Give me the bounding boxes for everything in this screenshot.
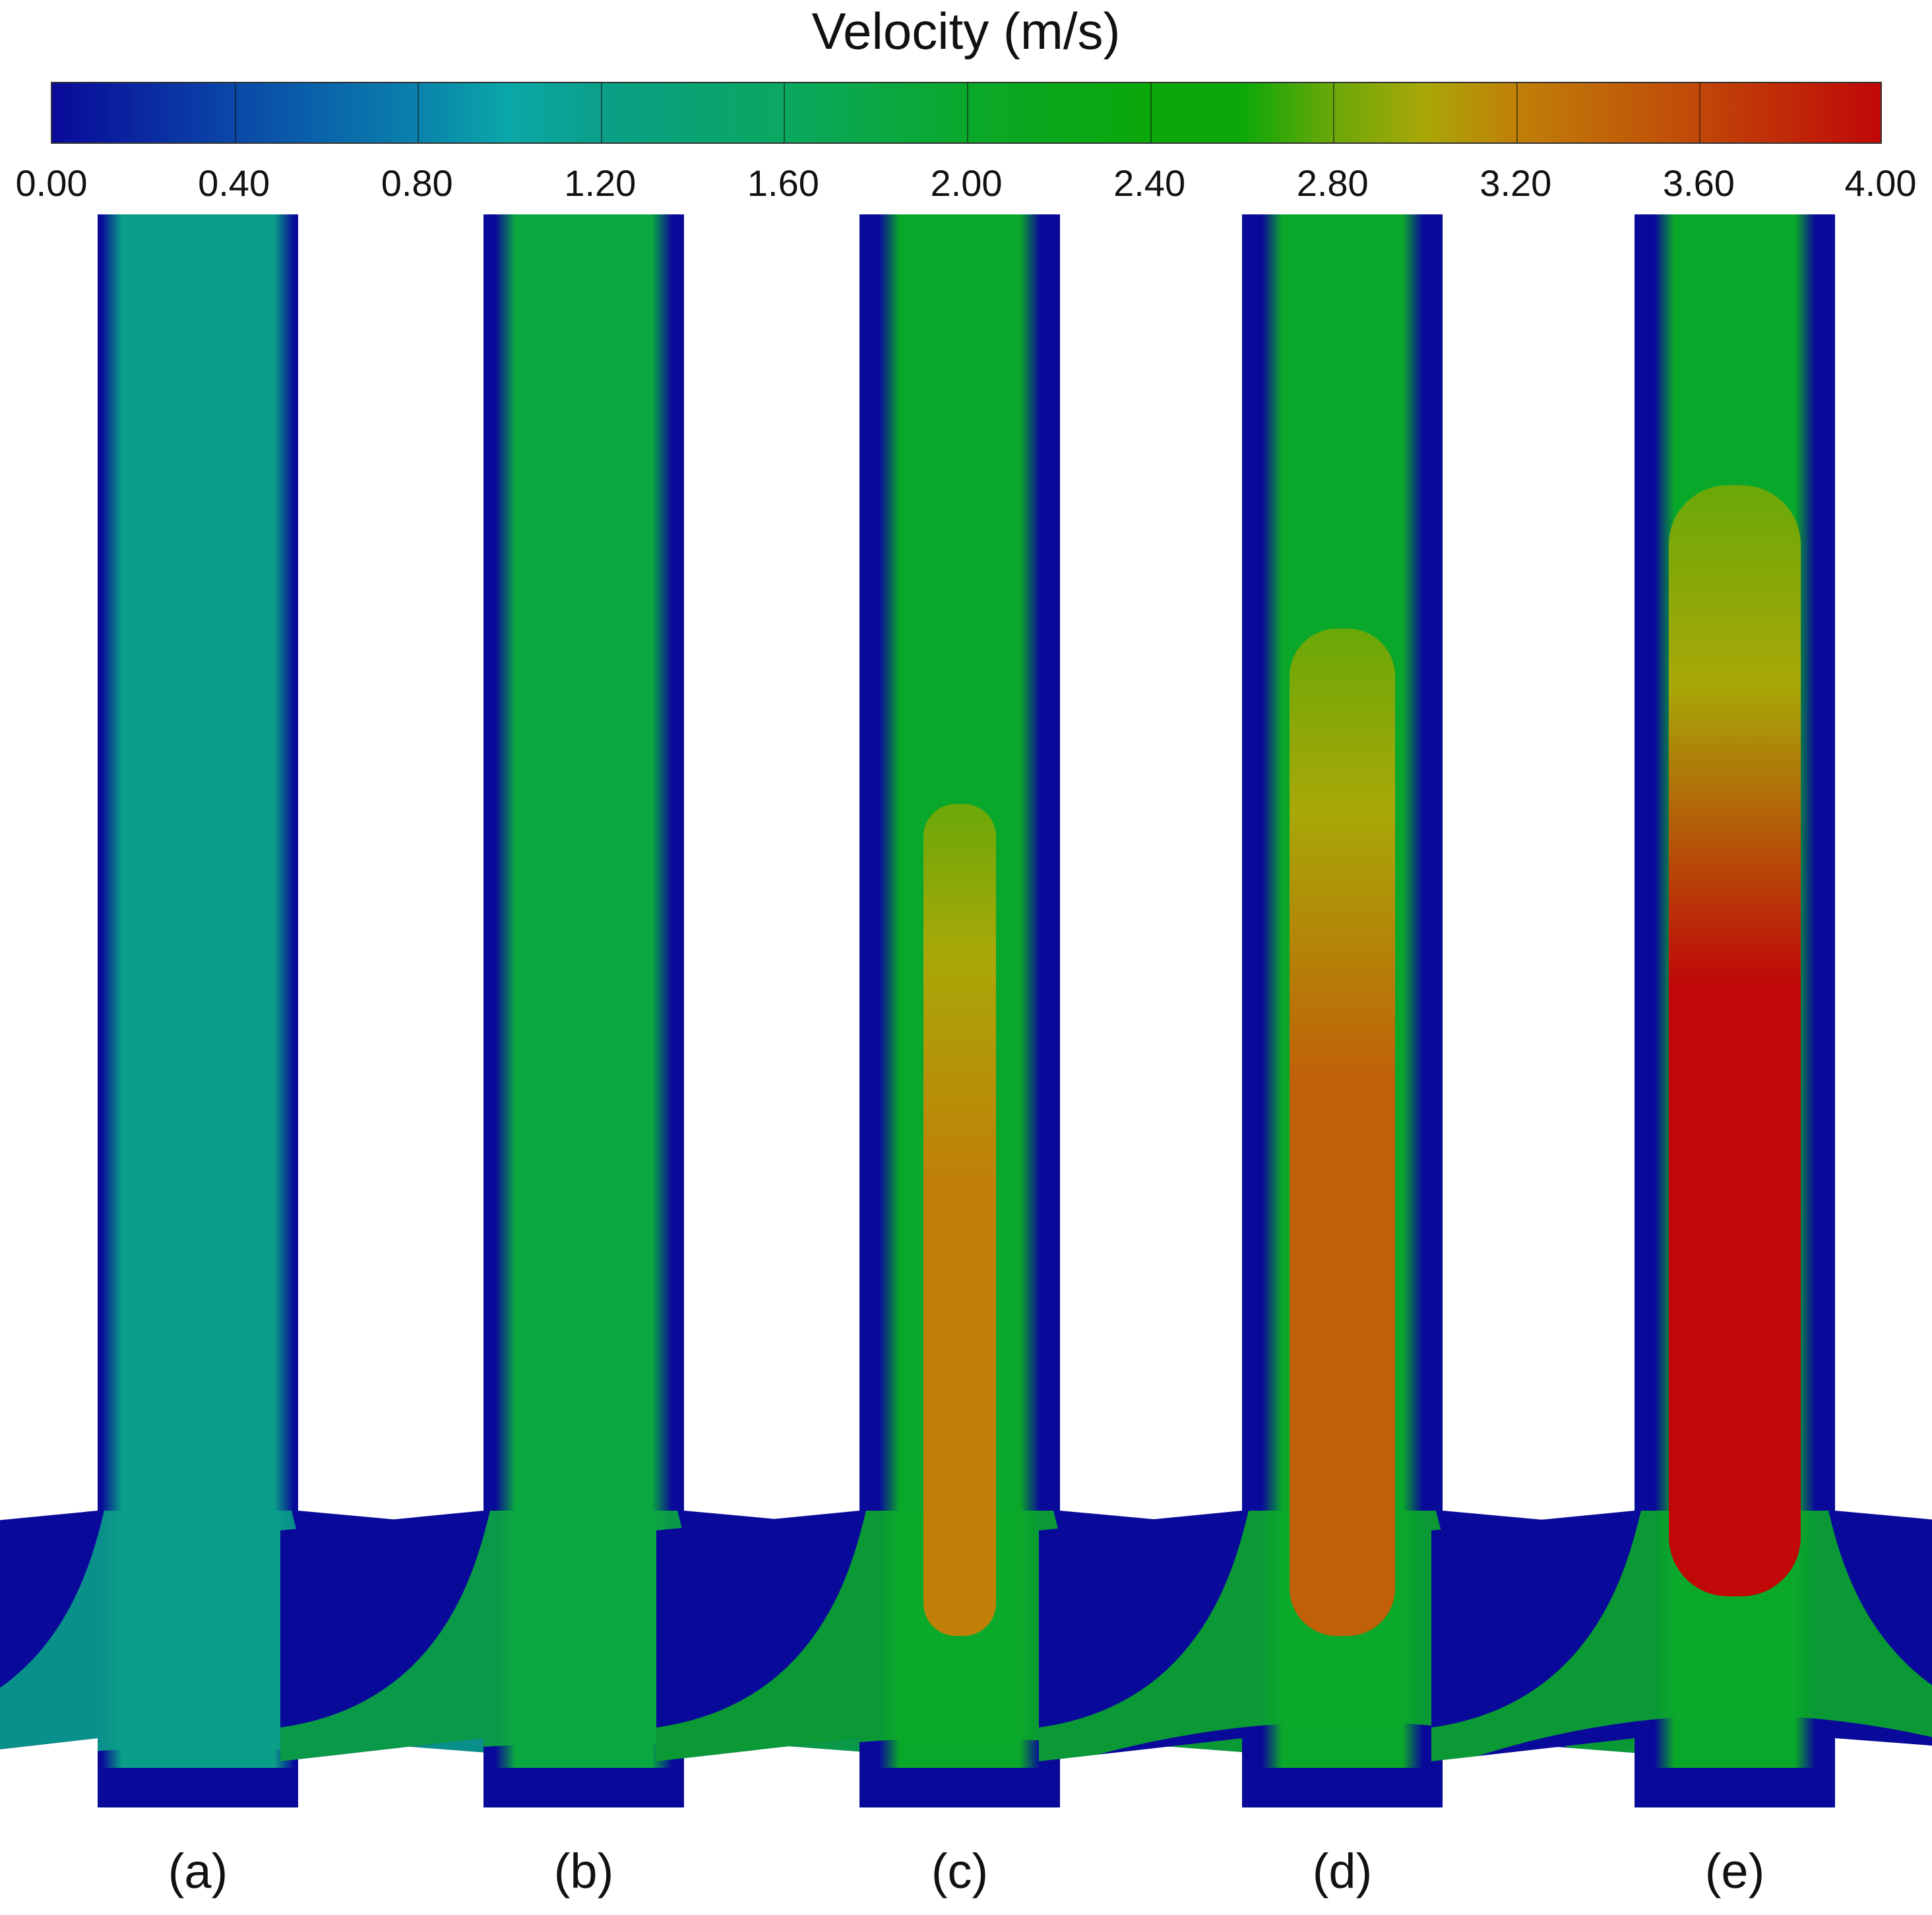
colorbar-tick-label: 0.00	[15, 162, 88, 204]
colorbar-tick-label: 4.00	[1844, 162, 1917, 204]
colorbar-tick-label: 0.40	[198, 162, 270, 204]
junction-flow-band	[1431, 1511, 1932, 1774]
panel-label: (c)	[931, 1844, 989, 1899]
colorbar-tick-label: 2.00	[930, 162, 1003, 204]
panel-label: (d)	[1312, 1844, 1373, 1899]
colorbar-tick	[600, 83, 602, 142]
pipe-flow-region	[483, 214, 684, 1768]
colorbar-tick-label: 3.60	[1662, 162, 1735, 204]
colorbar-tick	[418, 83, 420, 142]
colorbar-tick-label: 2.40	[1113, 162, 1186, 204]
panel-label: (a)	[168, 1844, 228, 1899]
colorbar-tick	[1516, 83, 1518, 142]
jet-core	[1290, 628, 1395, 1636]
colorbar-tick	[967, 83, 968, 142]
colorbar-tick	[1333, 83, 1335, 142]
colorbar-tick-label: 1.20	[564, 162, 637, 204]
panel-label: (e)	[1704, 1844, 1765, 1899]
pipe-flow-region	[98, 214, 298, 1768]
colorbar-tick	[784, 83, 786, 142]
colorbar-tick	[234, 83, 236, 142]
colorbar-tick	[1150, 83, 1152, 142]
colorbar-tick-label: 3.20	[1480, 162, 1552, 204]
jet-core	[923, 803, 996, 1636]
jet-core	[1669, 485, 1801, 1596]
velocity-colorbar	[51, 82, 1882, 144]
contour-panel	[1431, 214, 1932, 1807]
colorbar-tick-label: 0.80	[381, 162, 453, 204]
panel-label: (b)	[553, 1844, 614, 1899]
colorbar-tick-label: 1.60	[747, 162, 819, 204]
colorbar-title: Velocity (m/s)	[811, 2, 1121, 60]
colorbar-tick	[1699, 83, 1701, 142]
colorbar-tick-label: 2.80	[1296, 162, 1369, 204]
